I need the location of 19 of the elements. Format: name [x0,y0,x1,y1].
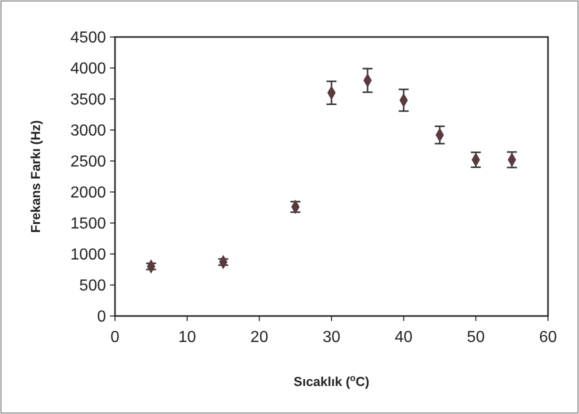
x-tick-label: 50 [466,329,485,346]
y-axis-title: Frekans Farkı (Hz) [28,120,43,233]
y-tick-label: 2500 [70,154,106,171]
y-tick-label: 500 [79,278,106,295]
y-tick-label: 1500 [70,216,106,233]
y-tick-label: 2000 [70,184,106,202]
y-tick-label: 0 [97,308,106,326]
y-tick-label: 4000 [70,60,106,78]
x-tick-label: 30 [322,329,340,346]
y-tick-label: 1000 [70,246,106,264]
x-axis-title: Sıcaklık ($^{o}$C) [294,373,370,389]
y-tick-label: 3000 [70,122,106,140]
x-tick-label: 20 [250,329,268,346]
x-tick-label: 0 [110,329,120,346]
x-tick-label: 40 [394,329,413,346]
y-tick-label: 3500 [70,92,106,109]
x-tick-label: 10 [178,329,196,346]
x-tick-label: 60 [539,329,557,346]
y-tick-label: 4500 [70,30,106,47]
